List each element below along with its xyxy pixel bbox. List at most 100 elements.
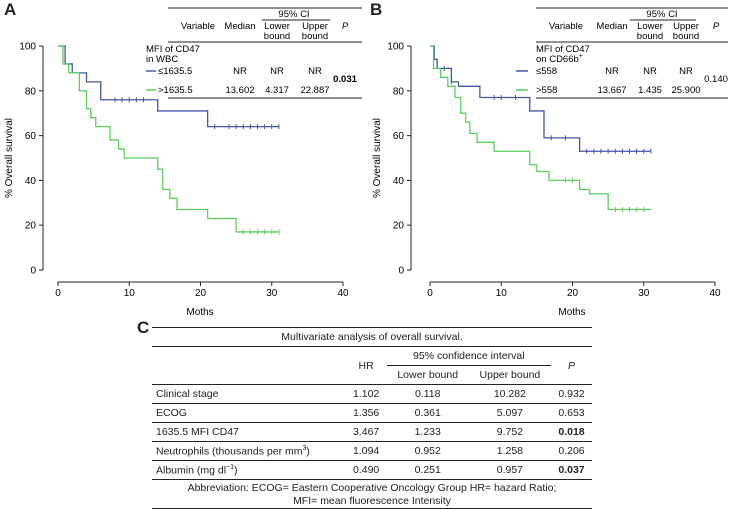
row-2-lower: 1.435 xyxy=(638,85,662,96)
p-header: P xyxy=(342,21,349,32)
x-tick-label: 40 xyxy=(709,288,721,299)
y-tick-label: 80 xyxy=(25,86,37,97)
row-lower: 0.952 xyxy=(387,442,469,461)
row-2-lower: 4.317 xyxy=(265,85,289,96)
row-upper: 1.258 xyxy=(469,442,551,461)
row-p: 0.018 xyxy=(551,423,592,442)
y-tick-label: 60 xyxy=(25,131,37,142)
y-tick-label: 0 xyxy=(30,266,36,277)
row-variable: Neutrophils (thousands per mm3) xyxy=(152,442,346,461)
y-tick-label: 40 xyxy=(25,176,37,187)
row-p: 0.653 xyxy=(551,404,592,423)
row-upper: 5.097 xyxy=(469,404,551,423)
row-hr: 1.102 xyxy=(346,385,387,404)
multivariate-table: Multivariate analysis of overall surviva… xyxy=(152,327,592,509)
row-1-variable: ≤1635.5 xyxy=(158,66,192,77)
group-label-2: in WBC xyxy=(146,54,178,65)
variable-header: Variable xyxy=(549,21,583,32)
row-p: 0.932 xyxy=(551,385,592,404)
lower-header: Lower bound xyxy=(387,366,469,385)
variable-header: Variable xyxy=(181,21,215,32)
p-value: 0.140 xyxy=(704,74,728,85)
p-header: P xyxy=(713,21,720,32)
row-1-median: NR xyxy=(605,66,619,77)
lower-header-2: bound xyxy=(264,31,290,42)
row-hr: 3.467 xyxy=(346,423,387,442)
x-tick-label: 30 xyxy=(638,288,650,299)
upper-header-2: bound xyxy=(673,31,699,42)
footnote-line-2: MFI= mean fluorescence Intensity xyxy=(152,495,592,509)
row-hr: 1.356 xyxy=(346,404,387,423)
row-1-lower: NR xyxy=(643,66,657,77)
y-axis-label: % Overall survival xyxy=(4,118,15,198)
table-row: Clinical stage 1.102 0.118 10.282 0.932 xyxy=(152,385,592,404)
km-table-b: 95% CI Variable Median Lower bound Upper… xyxy=(516,8,728,98)
x-tick-label: 10 xyxy=(124,288,136,299)
row-lower: 0.251 xyxy=(387,461,469,480)
p-value: 0.031 xyxy=(333,74,357,85)
group-label-sup: + xyxy=(579,53,583,60)
row-2-variable: >1635.5 xyxy=(158,85,193,96)
row-1-lower: NR xyxy=(270,66,284,77)
row-p: 0.037 xyxy=(551,461,592,480)
y-tick-label: 80 xyxy=(393,86,405,97)
row-1-median: NR xyxy=(233,66,247,77)
y-tick-label: 20 xyxy=(393,221,405,232)
x-tick-label: 40 xyxy=(337,288,349,299)
row-variable: 1635.5 MFI CD47 xyxy=(152,423,346,442)
group-label-2: on CD66b+ xyxy=(536,53,583,65)
p-header: P xyxy=(551,347,592,385)
row-1-upper: NR xyxy=(308,66,322,77)
row-variable: ECOG xyxy=(152,404,346,423)
lower-header-2: bound xyxy=(637,31,663,42)
row-hr: 0.490 xyxy=(346,461,387,480)
x-tick-label: 0 xyxy=(55,288,61,299)
row-upper: 10.282 xyxy=(469,385,551,404)
table-title: Multivariate analysis of overall surviva… xyxy=(152,327,592,347)
row-variable: Clinical stage xyxy=(152,385,346,404)
ci-header: 95% confidence interval xyxy=(387,347,551,366)
y-tick-label: 100 xyxy=(19,42,36,53)
ci-header: 95% CI xyxy=(646,9,677,20)
y-tick-label: 100 xyxy=(387,42,404,53)
table-row: ECOG 1.356 0.361 5.097 0.653 xyxy=(152,404,592,423)
row-2-median: 13.602 xyxy=(225,85,254,96)
row-2-variable: >558 xyxy=(536,85,557,96)
median-header: Median xyxy=(224,21,255,32)
row-2-upper: 25.900 xyxy=(671,85,700,96)
row-hr: 1.094 xyxy=(346,442,387,461)
table-row: 1635.5 MFI CD47 3.467 1.233 9.752 0.018 xyxy=(152,423,592,442)
y-axis-label: % Overall survival xyxy=(372,118,383,198)
row-upper: 9.752 xyxy=(469,423,551,442)
row-2-upper: 22.887 xyxy=(300,85,329,96)
row-p: 0.206 xyxy=(551,442,592,461)
x-tick-label: 20 xyxy=(195,288,207,299)
km-table-a: 95% CI Variable Median Lower bound Upper… xyxy=(146,8,362,98)
hr-header: HR xyxy=(346,347,387,385)
row-1-upper: NR xyxy=(679,66,693,77)
row-variable: Albumin (mg dl−1) xyxy=(152,461,346,480)
x-tick-label: 0 xyxy=(427,288,433,299)
x-axis-label: Moths xyxy=(186,307,213,318)
row-2-median: 13.667 xyxy=(597,85,626,96)
row-lower: 0.118 xyxy=(387,385,469,404)
row-lower: 1.233 xyxy=(387,423,469,442)
y-tick-label: 40 xyxy=(393,176,405,187)
table-row: Albumin (mg dl−1) 0.490 0.251 0.957 0.037 xyxy=(152,461,592,480)
row-1-variable: ≤558 xyxy=(536,66,557,77)
x-tick-label: 20 xyxy=(567,288,579,299)
median-header: Median xyxy=(596,21,627,32)
row-upper: 0.957 xyxy=(469,461,551,480)
row-lower: 0.361 xyxy=(387,404,469,423)
x-tick-label: 10 xyxy=(496,288,508,299)
upper-header: Upper bound xyxy=(469,366,551,385)
y-tick-label: 0 xyxy=(398,266,404,277)
y-tick-label: 60 xyxy=(393,131,405,142)
km-chart-a: 0 10 20 30 40 0 20 40 60 80 100 % Overall survival… xyxy=(0,0,366,322)
table-row: Neutrophils (thousands per mm3) 1.094 0.95… xyxy=(152,442,592,461)
ci-header: 95% CI xyxy=(278,9,309,20)
upper-header-2: bound xyxy=(302,31,328,42)
x-axis-label: Moths xyxy=(558,307,585,318)
x-tick-label: 30 xyxy=(266,288,278,299)
y-tick-label: 20 xyxy=(25,221,37,232)
